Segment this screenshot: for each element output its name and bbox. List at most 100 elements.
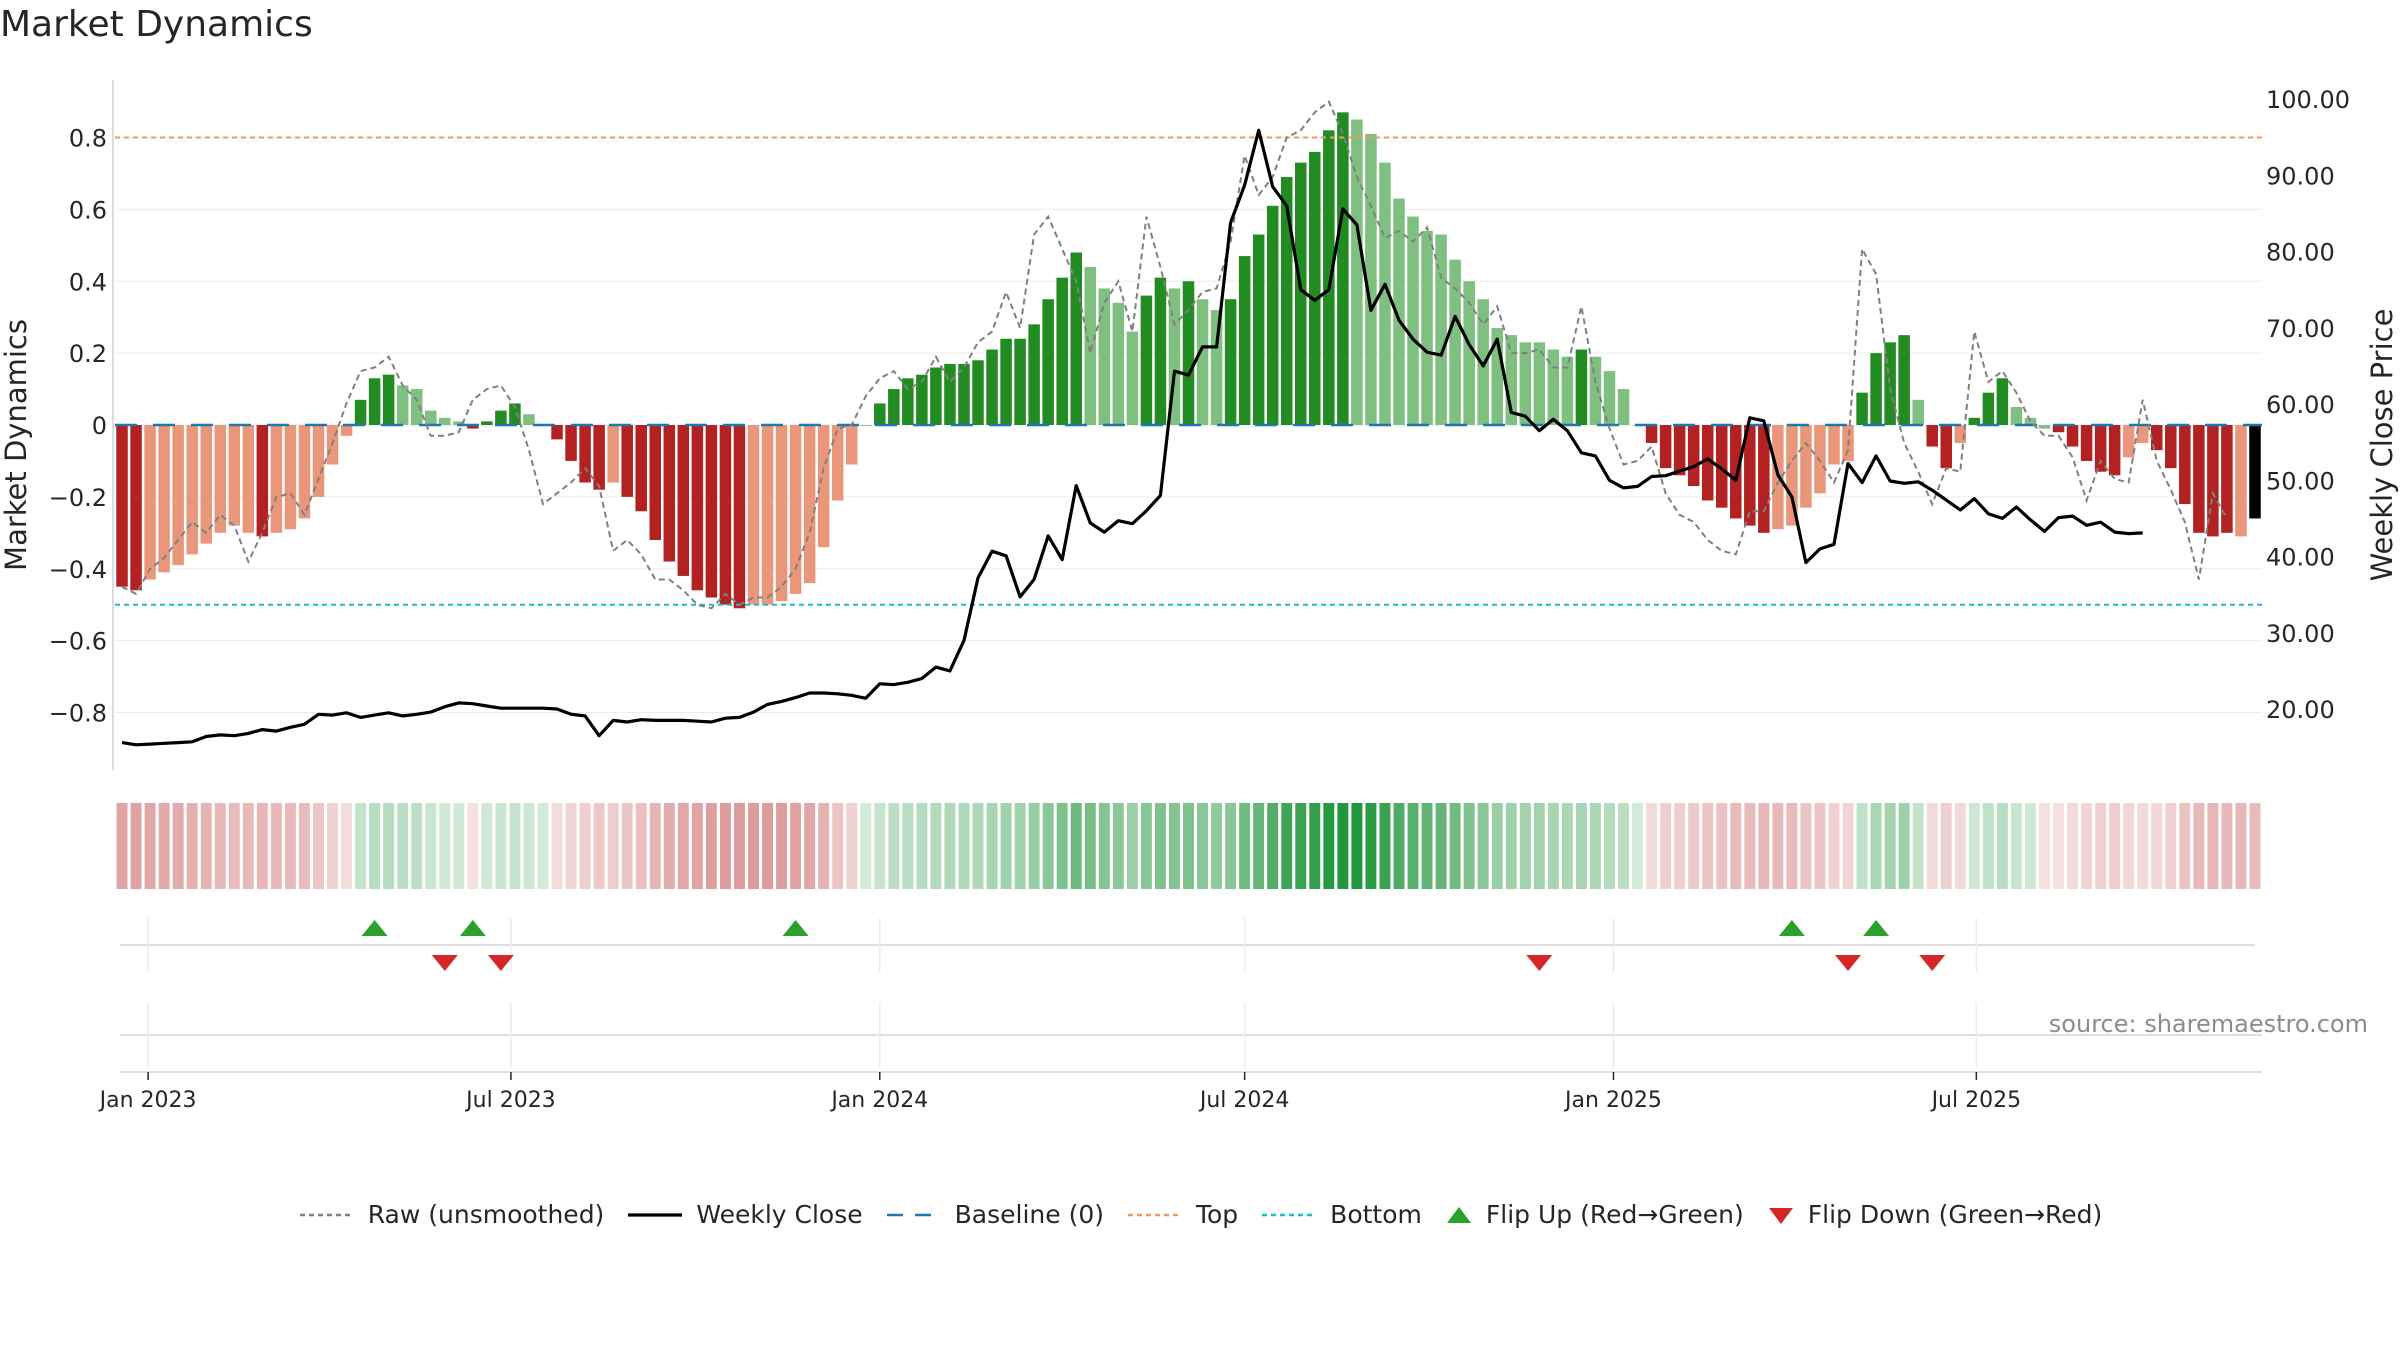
status-cell xyxy=(1632,803,1644,889)
legend-swatch xyxy=(1446,1206,1471,1223)
status-cell xyxy=(832,803,844,889)
bar xyxy=(2136,425,2149,443)
status-cell xyxy=(1702,803,1714,889)
bar xyxy=(1238,256,1251,425)
status-cell xyxy=(2235,803,2247,889)
bar xyxy=(242,425,255,533)
legend-item: Bottom xyxy=(1260,1200,1422,1229)
status-cell xyxy=(383,803,395,889)
status-cell xyxy=(1772,803,1784,889)
x-tick-label: Jan 2025 xyxy=(1563,1088,1662,1113)
status-cell xyxy=(776,803,788,889)
legend-item: Top xyxy=(1126,1200,1238,1229)
status-cell xyxy=(972,803,984,889)
status-cell xyxy=(537,803,549,889)
bar xyxy=(691,425,704,591)
bar xyxy=(1505,335,1518,425)
bar xyxy=(424,410,437,425)
status-cell xyxy=(916,803,928,889)
flip-down-marker xyxy=(487,955,514,971)
status-cell xyxy=(902,803,914,889)
status-cell xyxy=(2039,803,2050,889)
bar xyxy=(2193,425,2205,533)
status-cell xyxy=(2067,803,2079,889)
bar xyxy=(481,421,493,425)
status-cell xyxy=(635,803,647,889)
status-cell xyxy=(874,803,886,889)
status-cell xyxy=(341,803,353,889)
status-cell xyxy=(2081,803,2093,889)
bar xyxy=(1617,389,1630,425)
legend: Raw (unsmoothed) Weekly Close Baseline (0)… xyxy=(0,1200,2400,1229)
left-tick-label: −0.4 xyxy=(49,556,107,584)
bar xyxy=(930,367,942,425)
bar xyxy=(1154,277,1167,425)
status-cell xyxy=(1449,803,1461,889)
bar xyxy=(1463,281,1475,425)
status-cell xyxy=(228,803,240,889)
status-cell xyxy=(691,803,703,889)
bar xyxy=(1715,425,1728,508)
status-cell xyxy=(2249,803,2261,889)
status-cell xyxy=(1618,803,1629,889)
right-tick-label: 70.00 xyxy=(2266,315,2335,343)
left-tick-label: −0.2 xyxy=(49,484,107,512)
status-cell xyxy=(2123,803,2135,889)
status-cell xyxy=(439,803,451,889)
status-cell xyxy=(762,803,773,889)
status-cell xyxy=(930,803,942,889)
status-cell xyxy=(1505,803,1517,889)
status-cell xyxy=(1786,803,1798,889)
bar xyxy=(1379,162,1391,425)
status-cell xyxy=(944,803,956,889)
bar xyxy=(467,425,479,429)
status-cell xyxy=(818,803,830,889)
right-tick-label: 20.00 xyxy=(2266,696,2335,724)
bar xyxy=(2179,425,2191,505)
right-tick-label: 80.00 xyxy=(2266,239,2335,267)
status-cell xyxy=(1421,803,1433,889)
status-cell xyxy=(1547,803,1559,889)
status-cell xyxy=(1477,803,1489,889)
bar xyxy=(1645,425,1658,443)
bar xyxy=(1140,295,1153,425)
bar xyxy=(1393,198,1405,425)
bar xyxy=(1898,335,1910,425)
status-cell xyxy=(1898,803,1910,889)
flip-up-marker xyxy=(361,920,388,936)
bar xyxy=(1168,288,1181,425)
bar xyxy=(1266,205,1279,425)
status-cell xyxy=(1028,803,1040,889)
bar xyxy=(214,425,226,533)
bar xyxy=(1280,177,1293,425)
legend-item: Raw (unsmoothed) xyxy=(298,1200,604,1229)
status-cell xyxy=(846,803,858,889)
bar xyxy=(747,425,760,605)
bar xyxy=(1589,356,1602,425)
status-cell xyxy=(1589,803,1601,889)
bar xyxy=(1519,342,1532,425)
status-cell xyxy=(1828,803,1840,889)
status-cell xyxy=(1716,803,1728,889)
status-cell xyxy=(200,803,212,889)
status-cell xyxy=(1463,803,1475,889)
status-cell xyxy=(1098,803,1110,889)
status-cell xyxy=(1112,803,1124,889)
bar xyxy=(2165,425,2177,469)
status-cell xyxy=(1968,803,1980,889)
status-cell xyxy=(1126,803,1138,889)
legend-label: Weekly Close xyxy=(696,1200,863,1229)
status-cell xyxy=(565,803,577,889)
bar xyxy=(1351,119,1363,425)
bar xyxy=(2094,425,2107,472)
bar xyxy=(130,425,142,591)
left-tick-label: 0 xyxy=(92,412,107,440)
bar xyxy=(1210,310,1223,425)
bar xyxy=(2010,407,2023,425)
status-cell xyxy=(172,803,184,889)
status-cell xyxy=(551,803,563,889)
status-cell xyxy=(1056,803,1068,889)
legend-item: Weekly Close xyxy=(626,1200,863,1229)
status-cell xyxy=(2024,803,2036,889)
legend-swatch-shape xyxy=(1768,1207,1793,1224)
